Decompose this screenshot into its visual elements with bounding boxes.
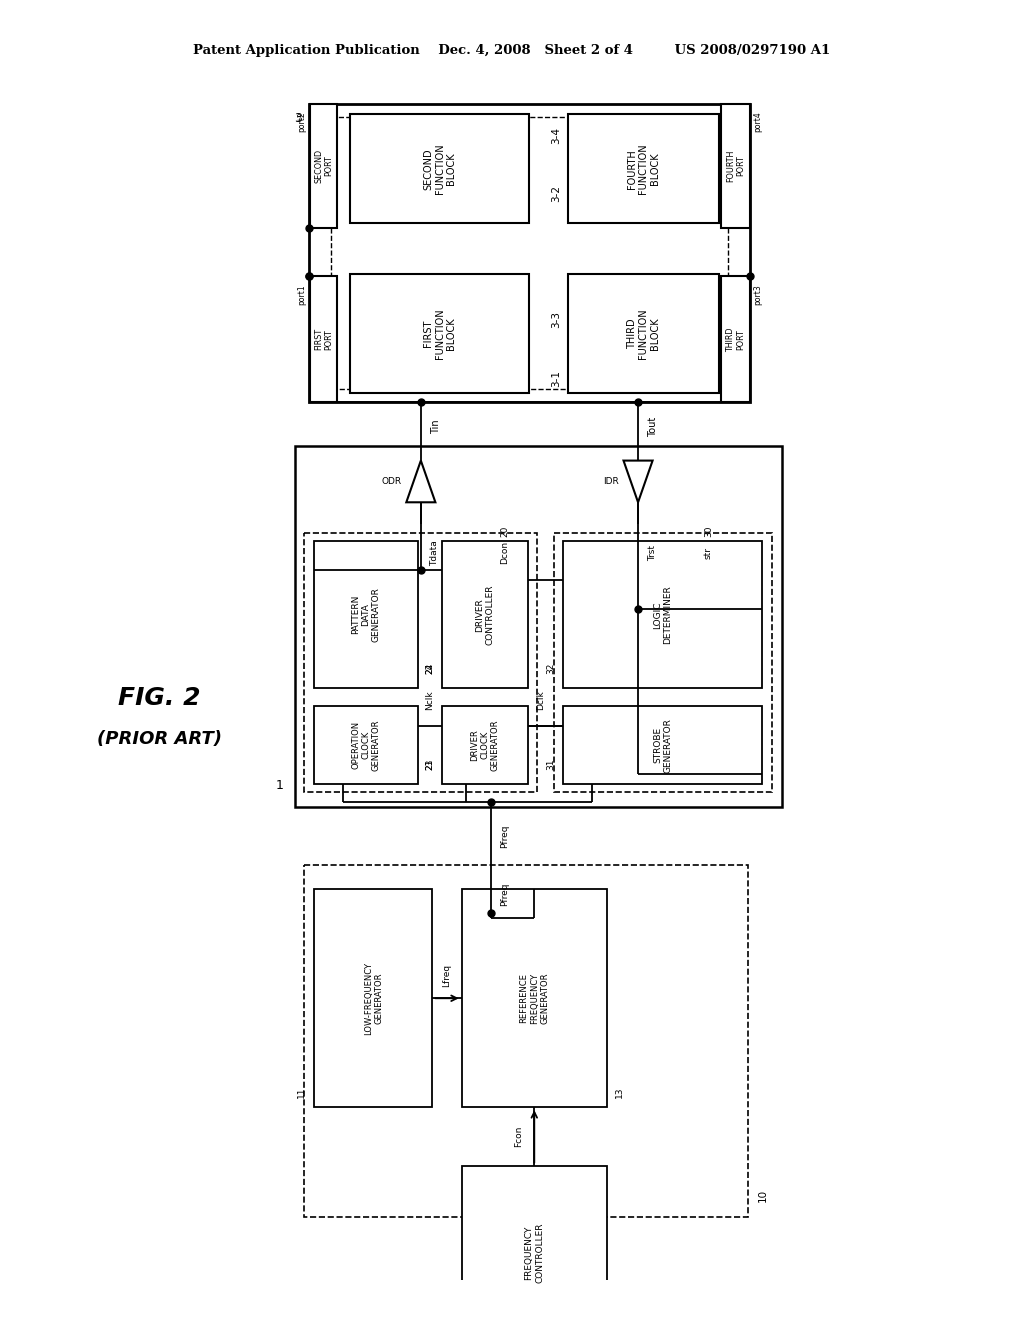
Text: DRIVER
CONTROLLER: DRIVER CONTROLLER: [475, 585, 495, 645]
Text: Tdata: Tdata: [430, 540, 439, 565]
Text: FIRST
FUNCTION
BLOCK: FIRST FUNCTION BLOCK: [423, 309, 457, 359]
Text: FIRST
PORT: FIRST PORT: [314, 329, 334, 350]
Text: DRIVER
CLOCK
GENERATOR: DRIVER CLOCK GENERATOR: [470, 719, 500, 771]
Text: Pfreq: Pfreq: [501, 882, 509, 906]
Bar: [309, 104, 750, 403]
Polygon shape: [407, 461, 435, 503]
Text: port3: port3: [754, 284, 763, 305]
Text: port4: port4: [754, 111, 763, 132]
Text: 23: 23: [425, 759, 434, 770]
Bar: [568, 115, 719, 223]
Text: 21: 21: [426, 759, 435, 770]
Text: Dclk: Dclk: [537, 690, 545, 710]
Text: LOGIC
DETERMINER: LOGIC DETERMINER: [653, 585, 673, 644]
Bar: [554, 533, 772, 792]
Text: Pfreq: Pfreq: [501, 824, 509, 847]
Text: 32: 32: [547, 663, 556, 675]
Text: (PRIOR ART): (PRIOR ART): [96, 730, 221, 748]
Text: Tin: Tin: [430, 420, 440, 434]
Bar: [462, 1166, 607, 1320]
Text: FOURTH
PORT: FOURTH PORT: [726, 149, 745, 182]
Bar: [722, 276, 750, 403]
Bar: [304, 865, 748, 1217]
Text: 3-4: 3-4: [551, 127, 561, 144]
Text: 1: 1: [275, 779, 284, 792]
Bar: [442, 541, 527, 689]
Text: 11: 11: [297, 1086, 306, 1098]
Text: port2: port2: [297, 111, 306, 132]
Text: Trst: Trst: [648, 545, 656, 561]
Text: Tout: Tout: [648, 417, 657, 437]
Text: THIRD
PORT: THIRD PORT: [726, 327, 745, 351]
Bar: [314, 706, 418, 784]
Bar: [442, 706, 527, 784]
Text: ODR: ODR: [381, 477, 401, 486]
Text: 3-2: 3-2: [551, 185, 561, 202]
Text: SECOND
FUNCTION
BLOCK: SECOND FUNCTION BLOCK: [423, 144, 457, 194]
Text: IDR: IDR: [603, 477, 618, 486]
Text: 3-3: 3-3: [551, 312, 561, 329]
Bar: [563, 706, 762, 784]
Text: 22: 22: [426, 663, 435, 675]
Text: 24: 24: [425, 663, 434, 675]
Bar: [350, 115, 529, 223]
Text: Nclk: Nclk: [426, 690, 434, 710]
Text: PATTERN
DATA
GENERATOR: PATTERN DATA GENERATOR: [351, 587, 381, 643]
Text: SECOND
PORT: SECOND PORT: [314, 149, 334, 183]
Bar: [350, 275, 529, 393]
Bar: [314, 541, 418, 689]
Bar: [722, 104, 750, 228]
Polygon shape: [624, 461, 652, 503]
Text: 30: 30: [703, 525, 713, 537]
Text: OPERATION
CLOCK
GENERATOR: OPERATION CLOCK GENERATOR: [351, 719, 381, 771]
Bar: [331, 117, 728, 389]
Text: Dcon: Dcon: [501, 541, 509, 564]
Text: REFERENCE
FREQUENCY
GENERATOR: REFERENCE FREQUENCY GENERATOR: [519, 973, 549, 1024]
Text: 3-1: 3-1: [551, 370, 561, 387]
Bar: [462, 890, 607, 1107]
Bar: [304, 533, 538, 792]
Text: 3: 3: [294, 111, 302, 124]
Text: 13: 13: [614, 1086, 624, 1098]
Bar: [310, 276, 338, 403]
Text: Lfreq: Lfreq: [442, 964, 452, 986]
Bar: [568, 275, 719, 393]
Text: FOURTH
FUNCTION
BLOCK: FOURTH FUNCTION BLOCK: [627, 144, 660, 194]
Text: Patent Application Publication    Dec. 4, 2008   Sheet 2 of 4         US 2008/02: Patent Application Publication Dec. 4, 2…: [194, 44, 830, 57]
Text: FREQUENCY
CONTROLLER: FREQUENCY CONTROLLER: [524, 1222, 544, 1283]
Text: THIRD
FUNCTION
BLOCK: THIRD FUNCTION BLOCK: [627, 309, 660, 359]
Text: port1: port1: [297, 284, 306, 305]
Text: LOW-FREQUENCY
GENERATOR: LOW-FREQUENCY GENERATOR: [364, 962, 383, 1035]
Text: 20: 20: [501, 525, 509, 537]
Bar: [314, 890, 432, 1107]
Text: FIG. 2: FIG. 2: [118, 686, 201, 710]
Text: 10: 10: [758, 1189, 767, 1203]
Text: str: str: [703, 546, 713, 558]
Bar: [563, 541, 762, 689]
Bar: [295, 446, 781, 807]
Bar: [310, 104, 338, 228]
Text: STROBE
GENERATOR: STROBE GENERATOR: [653, 718, 673, 772]
Text: Fcon: Fcon: [514, 1126, 522, 1147]
Text: 31: 31: [547, 759, 556, 770]
